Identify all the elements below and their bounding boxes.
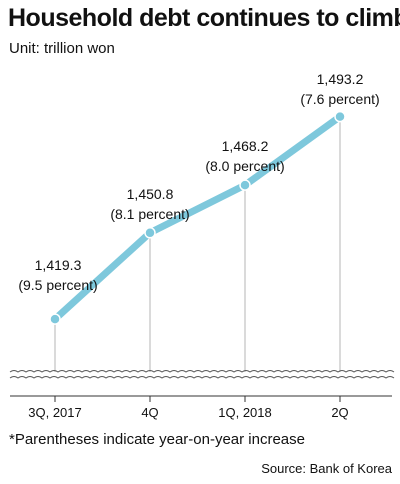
data-point-0 bbox=[49, 313, 61, 325]
chart-subtitle: Unit: trillion won bbox=[9, 40, 115, 57]
footnote: *Parentheses indicate year-on-year incre… bbox=[9, 431, 305, 448]
data-point-3 bbox=[334, 110, 346, 123]
axis-break-lower bbox=[9, 376, 395, 379]
x-tick-label-3: 2Q bbox=[331, 405, 348, 420]
data-label-value-3: 1,493.2 bbox=[317, 71, 364, 87]
data-point-1 bbox=[144, 227, 156, 239]
data-label-change-0: (9.5 percent) bbox=[18, 277, 97, 293]
series-line bbox=[51, 113, 344, 323]
data-label-value-2: 1,468.2 bbox=[222, 138, 269, 154]
data-label-change-3: (7.6 percent) bbox=[300, 91, 379, 107]
axis-break-upper bbox=[9, 370, 395, 373]
data-label-value-1: 1,450.8 bbox=[127, 186, 174, 202]
chart-title: Household debt continues to climb bbox=[8, 4, 400, 32]
data-point-2 bbox=[239, 179, 251, 191]
x-tick-label-2: 1Q, 2018 bbox=[218, 405, 272, 420]
data-label-change-2: (8.0 percent) bbox=[205, 158, 284, 174]
x-tick-label-0: 3Q, 2017 bbox=[28, 405, 82, 420]
x-tick-label-1: 4Q bbox=[141, 405, 158, 420]
data-label-change-1: (8.1 percent) bbox=[110, 206, 189, 222]
source-note: Source: Bank of Korea bbox=[261, 461, 392, 476]
data-label-value-0: 1,419.3 bbox=[35, 257, 82, 273]
